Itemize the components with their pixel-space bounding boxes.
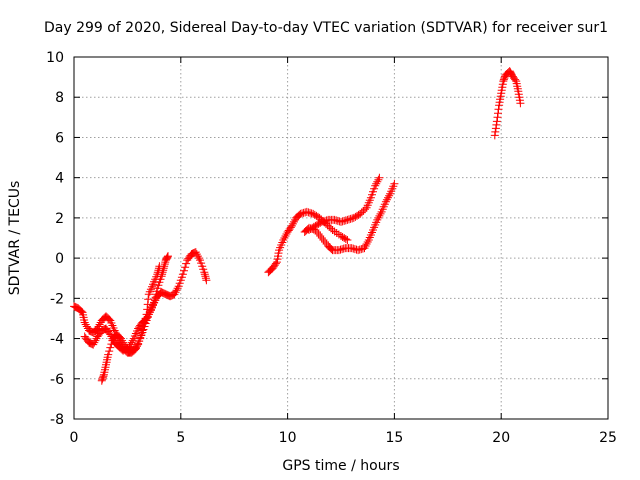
y-tick-label: -2 (50, 291, 64, 307)
data-point (274, 249, 283, 258)
data-point (369, 187, 377, 196)
data-point (366, 193, 375, 202)
data-point (155, 262, 164, 271)
y-tick-label: 0 (55, 251, 64, 267)
data-points (70, 67, 525, 385)
data-point (199, 265, 208, 274)
data-point (514, 90, 523, 99)
data-point (198, 262, 207, 271)
x-tick-label: 10 (279, 430, 297, 446)
y-tick-label: -8 (50, 412, 64, 428)
data-point (138, 326, 147, 335)
series-arc-7 (490, 67, 525, 140)
data-point (136, 333, 145, 342)
data-point (499, 77, 508, 86)
data-point (107, 340, 116, 349)
data-point (175, 279, 184, 288)
data-point (105, 347, 114, 356)
data-point (368, 190, 376, 199)
x-tick-label: 20 (492, 430, 510, 446)
series-arc-4 (264, 207, 352, 277)
data-point (511, 75, 520, 84)
data-point (141, 314, 150, 323)
data-point (316, 218, 325, 227)
data-point (139, 322, 148, 331)
data-point (390, 179, 399, 188)
data-point (106, 343, 115, 352)
data-point (197, 259, 206, 268)
data-point (356, 209, 365, 218)
y-tick-label: -6 (50, 372, 64, 388)
data-point (326, 224, 335, 233)
data-point (174, 282, 183, 291)
x-axis-label: GPS time / hours (282, 458, 399, 474)
y-tick-label: 10 (46, 50, 64, 66)
plot-frame (73, 56, 609, 420)
data-point (135, 337, 144, 346)
data-point (140, 318, 149, 327)
data-point (494, 105, 503, 114)
series-arc-6 (300, 179, 399, 255)
y-tick-label: 6 (55, 130, 64, 146)
y-tick-label: 8 (55, 90, 64, 106)
y-tick-label: 2 (55, 211, 64, 227)
data-point (325, 222, 334, 231)
data-point (516, 99, 525, 108)
x-tick-labels: 0 5 10 15 20 25 (70, 430, 617, 446)
data-point (357, 208, 366, 217)
data-point (77, 307, 86, 316)
data-point (359, 206, 368, 215)
data-point (272, 258, 281, 267)
data-point (182, 259, 191, 268)
series-arc-3 (97, 262, 164, 385)
data-point (181, 263, 190, 272)
data-point (163, 253, 172, 262)
y-tick-label: 4 (55, 171, 64, 187)
data-point (375, 173, 384, 182)
x-tick-label: 25 (599, 430, 617, 446)
x-tick-label: 0 (70, 430, 79, 446)
x-tick-label: 15 (385, 430, 403, 446)
data-point (142, 310, 151, 319)
data-point (98, 373, 107, 382)
data-point (176, 276, 185, 285)
data-point (144, 295, 153, 304)
data-point (343, 236, 352, 244)
data-point (154, 281, 163, 290)
data-point (341, 235, 350, 243)
data-point (370, 184, 379, 193)
data-point (177, 273, 186, 282)
data-point (492, 117, 501, 126)
data-point (180, 266, 188, 275)
data-point (137, 330, 146, 338)
data-point (196, 256, 204, 265)
data-point (202, 276, 211, 285)
data-point (152, 290, 161, 299)
data-point (164, 252, 172, 261)
data-point (134, 340, 143, 349)
data-point (323, 221, 332, 230)
data-point (104, 350, 113, 359)
x-tick-label: 5 (176, 430, 185, 446)
data-point (496, 95, 505, 104)
y-tick-labels: -8 -6 -4 -2 0 2 4 6 8 10 (46, 50, 64, 428)
data-point (133, 342, 141, 351)
data-point (178, 270, 187, 279)
data-point (271, 259, 280, 268)
y-tick-label: -4 (50, 332, 64, 348)
series-arc-5 (305, 173, 384, 234)
axis-ticks (73, 56, 609, 420)
data-point (491, 127, 500, 136)
data-point (306, 224, 315, 233)
y-axis-label: SDTVAR / TECUs (7, 181, 23, 296)
data-point (497, 86, 506, 95)
data-point (153, 284, 162, 293)
chart-title: Day 299 of 2020, Sidereal Day-to-day VTE… (44, 20, 608, 36)
